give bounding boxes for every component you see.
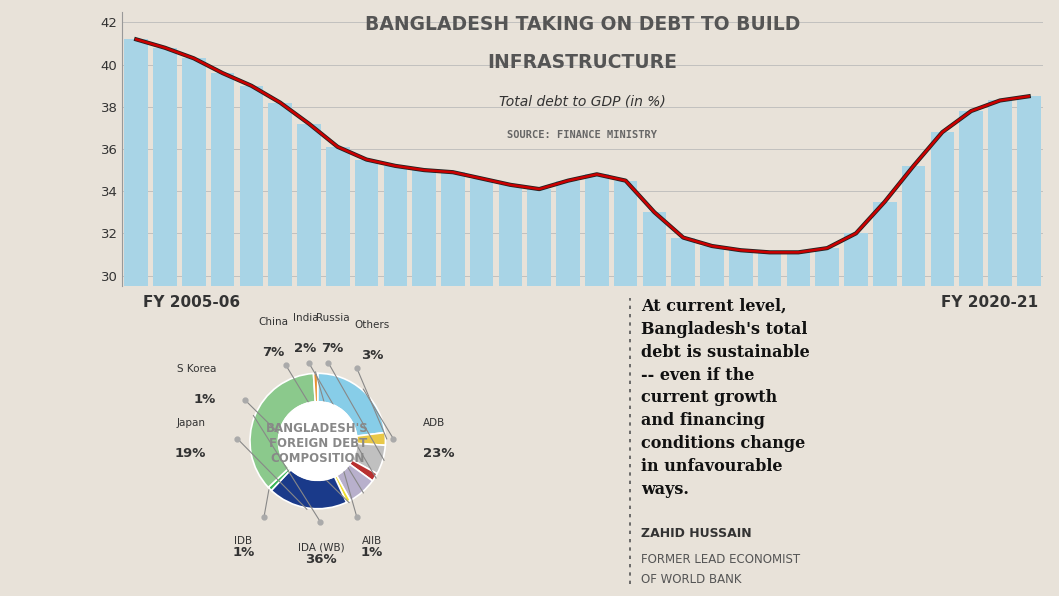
Bar (499, 185, 522, 286)
Bar (1017, 97, 1041, 286)
Bar (383, 166, 407, 286)
Bar (412, 170, 436, 286)
Text: SOURCE: FINANCE MINISTRY: SOURCE: FINANCE MINISTRY (507, 130, 658, 140)
Bar (959, 111, 983, 286)
Bar (585, 174, 609, 286)
Text: IDA (WB): IDA (WB) (298, 543, 344, 553)
Text: FOREIGN DEBT: FOREIGN DEBT (269, 437, 366, 450)
Text: 36%: 36% (305, 553, 337, 566)
Bar (470, 179, 493, 286)
Text: Total debt to GDP (in %): Total debt to GDP (in %) (499, 94, 666, 108)
Text: S Korea: S Korea (177, 364, 216, 374)
Bar (556, 181, 580, 286)
Bar (182, 58, 205, 286)
Text: India: India (292, 313, 319, 323)
Text: 1%: 1% (232, 546, 254, 559)
Bar (902, 166, 926, 286)
Wedge shape (357, 433, 385, 445)
Bar (787, 252, 810, 286)
Bar (298, 124, 321, 286)
Bar (355, 160, 378, 286)
Text: At current level,
Bangladesh's total
debt is sustainable
-- even if the
current : At current level, Bangladesh's total deb… (641, 298, 809, 498)
Wedge shape (313, 373, 318, 402)
Bar (211, 73, 234, 286)
Bar (931, 132, 954, 286)
Text: Russia: Russia (316, 313, 349, 323)
Text: FY 2005-06: FY 2005-06 (143, 295, 240, 310)
Text: FORMER LEAD ECONOMIST: FORMER LEAD ECONOMIST (641, 552, 800, 566)
Bar (729, 250, 753, 286)
Text: 2%: 2% (294, 342, 317, 355)
Bar (873, 201, 897, 286)
Text: FY 2020-21: FY 2020-21 (940, 295, 1038, 310)
Wedge shape (318, 373, 384, 436)
Text: 19%: 19% (175, 447, 205, 460)
Bar (988, 101, 1011, 286)
Wedge shape (337, 464, 373, 501)
Bar (268, 103, 292, 286)
Wedge shape (268, 468, 291, 491)
Text: BANGLADESH'S: BANGLADESH'S (266, 423, 370, 435)
Wedge shape (271, 470, 346, 509)
Bar (239, 86, 263, 286)
Text: 1%: 1% (194, 393, 216, 406)
Bar (815, 248, 839, 286)
Bar (527, 189, 551, 286)
Text: BANGLADESH TAKING ON DEBT TO BUILD: BANGLADESH TAKING ON DEBT TO BUILD (364, 15, 801, 33)
Circle shape (279, 402, 357, 480)
Bar (614, 181, 638, 286)
Text: Japan: Japan (177, 418, 205, 428)
Text: ZAHID HUSSAIN: ZAHID HUSSAIN (641, 527, 751, 540)
Text: 1%: 1% (361, 546, 383, 559)
Bar (844, 234, 867, 286)
Wedge shape (335, 476, 351, 502)
Bar (442, 172, 465, 286)
Text: 7%: 7% (322, 342, 344, 355)
Text: 7%: 7% (263, 346, 285, 359)
Wedge shape (349, 460, 377, 481)
Text: 3%: 3% (361, 349, 383, 362)
Bar (700, 246, 723, 286)
Text: COMPOSITION: COMPOSITION (270, 452, 365, 465)
Bar (758, 252, 782, 286)
Text: ADB: ADB (423, 418, 445, 428)
Bar (643, 212, 666, 286)
Text: China: China (258, 316, 289, 327)
Wedge shape (353, 443, 385, 474)
Bar (671, 238, 695, 286)
Bar (154, 48, 177, 286)
Text: IDB: IDB (234, 536, 252, 546)
Text: AIIB: AIIB (362, 536, 382, 546)
Text: INFRASTRUCTURE: INFRASTRUCTURE (487, 53, 678, 72)
Bar (326, 147, 349, 286)
Text: OF WORLD BANK: OF WORLD BANK (641, 573, 741, 586)
Bar (124, 39, 148, 286)
Text: Others: Others (355, 320, 390, 330)
Text: 23%: 23% (423, 447, 454, 460)
Wedge shape (250, 374, 316, 488)
